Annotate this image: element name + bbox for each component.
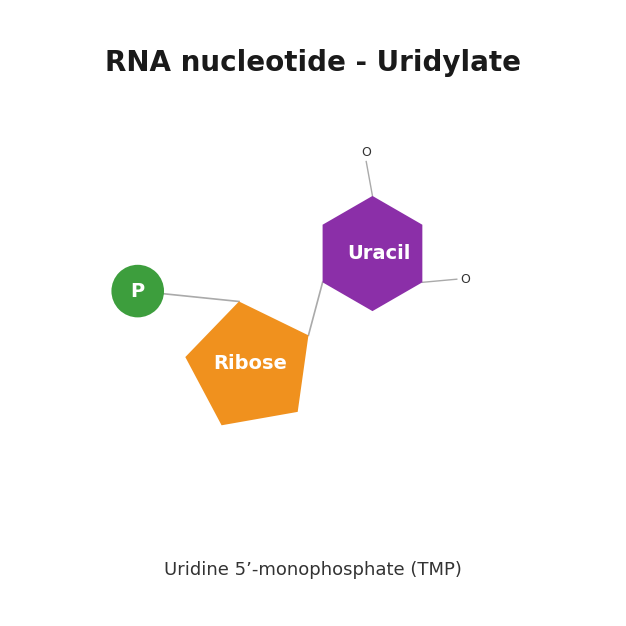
Circle shape [111, 265, 164, 317]
Text: RNA nucleotide - Uridylate: RNA nucleotide - Uridylate [105, 49, 521, 76]
Text: Ribose: Ribose [213, 354, 287, 372]
Text: Uridine 5’-monophosphate (TMP): Uridine 5’-monophosphate (TMP) [164, 561, 462, 578]
Text: O: O [461, 273, 471, 285]
Text: O: O [361, 146, 371, 159]
Text: P: P [131, 282, 145, 300]
Polygon shape [185, 302, 309, 425]
Polygon shape [322, 196, 423, 311]
Text: Uracil: Uracil [347, 244, 411, 263]
